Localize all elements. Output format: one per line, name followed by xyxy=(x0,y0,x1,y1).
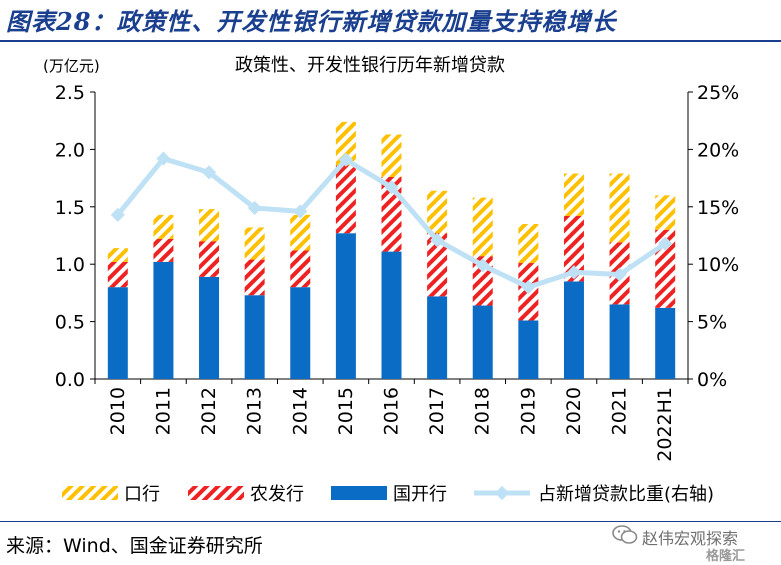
bar-kouhang xyxy=(563,173,584,216)
share-line-marker xyxy=(384,180,399,195)
bar-guokaihang xyxy=(244,295,265,379)
stacked-bar-line-chart: 政策性、开发性银行历年新增贷款 (万亿元) 0.0 0.5 1.0 1.5 2.0 2.5… xyxy=(43,55,739,505)
bar-kouhang xyxy=(472,197,493,257)
bar-guokaihang xyxy=(107,287,128,379)
legend-kouhang-swatch xyxy=(62,486,118,500)
x-tick-label: 2015 xyxy=(335,387,357,435)
share-line-marker xyxy=(156,151,171,166)
share-line-marker xyxy=(201,165,217,180)
bar-kouhang xyxy=(381,134,402,177)
title-divider xyxy=(0,40,781,42)
bar-guokaihang xyxy=(655,307,676,379)
bar-kouhang xyxy=(107,248,128,262)
x-tick-label: 2010 xyxy=(107,387,129,435)
x-tick-label: 2022H1 xyxy=(654,387,676,462)
y-tick-label: 1.0 xyxy=(55,254,85,276)
bar-guokaihang xyxy=(335,233,356,379)
y2-tick-label: 5% xyxy=(697,312,727,334)
y2-tick-label: 15% xyxy=(697,197,739,219)
y-tick-label: 0.5 xyxy=(55,312,85,334)
bar-kouhang xyxy=(518,224,539,264)
legend-nongfahang-swatch xyxy=(188,486,244,500)
bar-nongfahang xyxy=(244,259,265,296)
y2-tick-label: 20% xyxy=(697,139,739,161)
x-tick-label: 2019 xyxy=(517,387,539,435)
bar-kouhang xyxy=(609,173,630,243)
share-line-marker xyxy=(658,236,673,251)
bar-nongfahang xyxy=(153,238,174,262)
x-tick-label: 2021 xyxy=(609,387,631,435)
bar-nongfahang xyxy=(290,250,311,288)
bar-nongfahang xyxy=(335,165,356,234)
bar-nongfahang xyxy=(107,261,128,288)
bar-kouhang xyxy=(199,209,220,242)
share-line-marker xyxy=(566,265,582,280)
bar-guokaihang xyxy=(381,251,402,379)
bar-guokaihang xyxy=(290,287,311,379)
legend-guokaihang-label: 国开行 xyxy=(393,484,447,505)
share-line-marker xyxy=(475,258,490,273)
source-note: 来源：Wind、国金证券研究所 xyxy=(6,535,263,557)
bar-guokaihang xyxy=(199,276,220,379)
share-line-marker xyxy=(247,200,262,216)
wechat-icon xyxy=(612,525,638,544)
bar-nongfahang xyxy=(427,233,448,297)
x-tick-label: 2016 xyxy=(381,387,403,435)
bar-kouhang xyxy=(153,214,174,239)
share-line-marker xyxy=(338,152,353,167)
x-tick-label: 2014 xyxy=(289,387,311,435)
x-tick-label: 2018 xyxy=(472,387,494,435)
legend-line-label: 占新增贷款比重(右轴) xyxy=(538,484,714,505)
x-tick-label: 2012 xyxy=(198,387,220,435)
y2-tick-label: 10% xyxy=(697,254,739,276)
bar-nongfahang xyxy=(563,215,584,282)
bar-nongfahang xyxy=(199,241,220,277)
y-tick-label: 2.0 xyxy=(55,139,85,161)
share-line-marker xyxy=(521,280,536,295)
share-line-marker xyxy=(293,204,308,219)
bar-kouhang xyxy=(335,121,356,166)
share-line-marker xyxy=(430,233,445,248)
bar-guokaihang xyxy=(153,261,174,379)
legend-line-marker xyxy=(494,485,510,501)
bar-guokaihang xyxy=(518,320,539,379)
x-tick-label: 2020 xyxy=(563,387,585,435)
share-line-marker xyxy=(612,267,627,282)
x-tick-label: 2011 xyxy=(152,387,174,435)
y2-tick-label: 25% xyxy=(697,82,739,104)
bar-kouhang xyxy=(290,214,311,251)
x-tick-label: 2013 xyxy=(244,387,266,435)
watermark: 赵伟宏观探索 xyxy=(642,529,739,548)
bar-kouhang xyxy=(427,190,448,234)
y-axis-unit-label: (万亿元) xyxy=(43,57,100,75)
y-tick-label: 0.0 xyxy=(55,369,85,391)
x-tick-label: 2017 xyxy=(426,387,448,435)
bar-kouhang xyxy=(244,227,265,260)
bar-guokaihang xyxy=(427,296,448,379)
chart-title: 政策性、开发性银行历年新增贷款 xyxy=(235,55,505,76)
footer-divider xyxy=(0,521,781,522)
figure-title: 图表28：政策性、开发性银行新增贷款加量支持稳增长 xyxy=(6,7,617,36)
legend-nongfahang-label: 农发行 xyxy=(250,484,304,505)
y-tick-label: 2.5 xyxy=(55,82,85,104)
y2-tick-label: 0% xyxy=(697,369,727,391)
bar-guokaihang xyxy=(472,305,493,379)
watermark-sub: 格隆汇 xyxy=(706,549,746,564)
y-tick-label: 1.5 xyxy=(55,197,85,219)
legend-guokaihang-swatch xyxy=(331,486,387,500)
bar-guokaihang xyxy=(609,304,630,379)
bar-kouhang xyxy=(655,195,676,230)
legend-kouhang-label: 口行 xyxy=(124,484,160,505)
bar-guokaihang xyxy=(563,281,584,379)
